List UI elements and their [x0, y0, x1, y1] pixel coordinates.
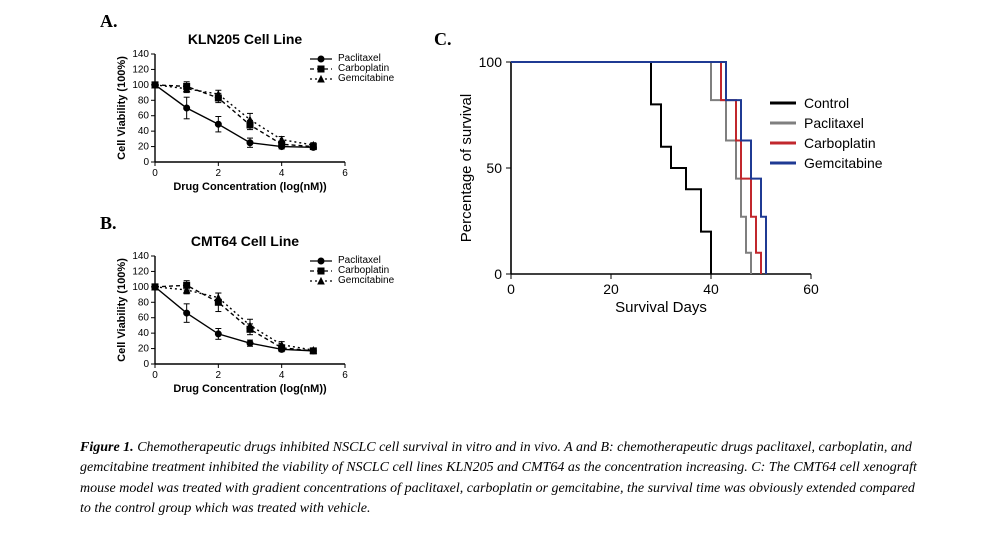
svg-text:40: 40 — [138, 328, 150, 339]
legend-label: Gemcitabine — [338, 276, 394, 286]
caption-lead: Figure 1. — [80, 440, 134, 455]
svg-text:60: 60 — [138, 313, 150, 324]
panel-label-a: A. — [100, 12, 118, 30]
panel-a-title: KLN205 Cell Line — [150, 32, 340, 46]
svg-text:120: 120 — [132, 266, 149, 277]
svg-text:0: 0 — [143, 157, 149, 168]
svg-text:0: 0 — [152, 168, 158, 179]
svg-text:Drug Concentration (log(nM)): Drug Concentration (log(nM)) — [173, 383, 327, 395]
svg-text:6: 6 — [342, 168, 348, 179]
svg-text:20: 20 — [603, 281, 619, 297]
svg-text:0: 0 — [152, 370, 158, 381]
panel-c-legend: Control Paclitaxel Carboplatin Gemcitabine — [770, 90, 883, 176]
svg-text:100: 100 — [132, 80, 149, 91]
svg-text:0: 0 — [494, 266, 502, 282]
legend-item: Carboplatin — [770, 136, 883, 150]
svg-text:2: 2 — [216, 168, 222, 179]
svg-text:60: 60 — [138, 111, 150, 122]
legend-item: Gemcitabine — [770, 156, 883, 170]
legend-item: Paclitaxel — [770, 116, 883, 130]
panel-label-c: C. — [434, 30, 452, 48]
svg-text:80: 80 — [138, 297, 150, 308]
legend-label: Paclitaxel — [804, 116, 864, 130]
svg-text:0: 0 — [507, 281, 515, 297]
legend-label: Control — [804, 96, 849, 110]
svg-text:120: 120 — [132, 64, 149, 75]
panel-label-b: B. — [100, 214, 117, 232]
caption-body: Chemotherapeutic drugs inhibited NSCLC c… — [80, 440, 917, 516]
svg-text:Survival Days: Survival Days — [615, 299, 707, 316]
svg-text:100: 100 — [479, 56, 503, 70]
svg-text:6: 6 — [342, 370, 348, 381]
svg-text:20: 20 — [138, 344, 150, 355]
legend-item: Gemcitabine — [310, 276, 400, 286]
svg-text:60: 60 — [803, 281, 819, 297]
legend-label: Gemcitabine — [804, 156, 883, 170]
svg-text:20: 20 — [138, 142, 150, 153]
svg-text:Drug Concentration (log(nM)): Drug Concentration (log(nM)) — [173, 181, 327, 193]
legend-item: Gemcitabine — [310, 74, 400, 84]
panel-b-title: CMT64 Cell Line — [150, 234, 340, 248]
svg-text:140: 140 — [132, 49, 149, 60]
legend-label: Gemcitabine — [338, 74, 394, 84]
figure-page: { "panelA":{ "label":"A.", "title":"KLN2… — [0, 0, 999, 547]
svg-text:140: 140 — [132, 251, 149, 262]
svg-text:0: 0 — [143, 359, 149, 370]
svg-text:40: 40 — [703, 281, 719, 297]
legend-label: Carboplatin — [804, 136, 876, 150]
svg-text:40: 40 — [138, 126, 150, 137]
panel-b-legend: PaclitaxelCarboplatinGemcitabine — [310, 256, 400, 286]
svg-text:Percentage of survival: Percentage of survival — [458, 94, 475, 242]
svg-text:4: 4 — [279, 370, 285, 381]
panel-a-legend: PaclitaxelCarboplatinGemcitabine — [310, 54, 400, 84]
svg-text:4: 4 — [279, 168, 285, 179]
svg-text:100: 100 — [132, 282, 149, 293]
svg-text:80: 80 — [138, 95, 150, 106]
svg-text:Cell Viability (100%): Cell Viability (100%) — [116, 56, 128, 160]
legend-item: Control — [770, 96, 883, 110]
figure-caption: Figure 1. Chemotherapeutic drugs inhibit… — [80, 438, 920, 519]
svg-text:2: 2 — [216, 370, 222, 381]
svg-text:Cell Viability (100%): Cell Viability (100%) — [116, 258, 128, 362]
svg-text:50: 50 — [486, 160, 502, 176]
